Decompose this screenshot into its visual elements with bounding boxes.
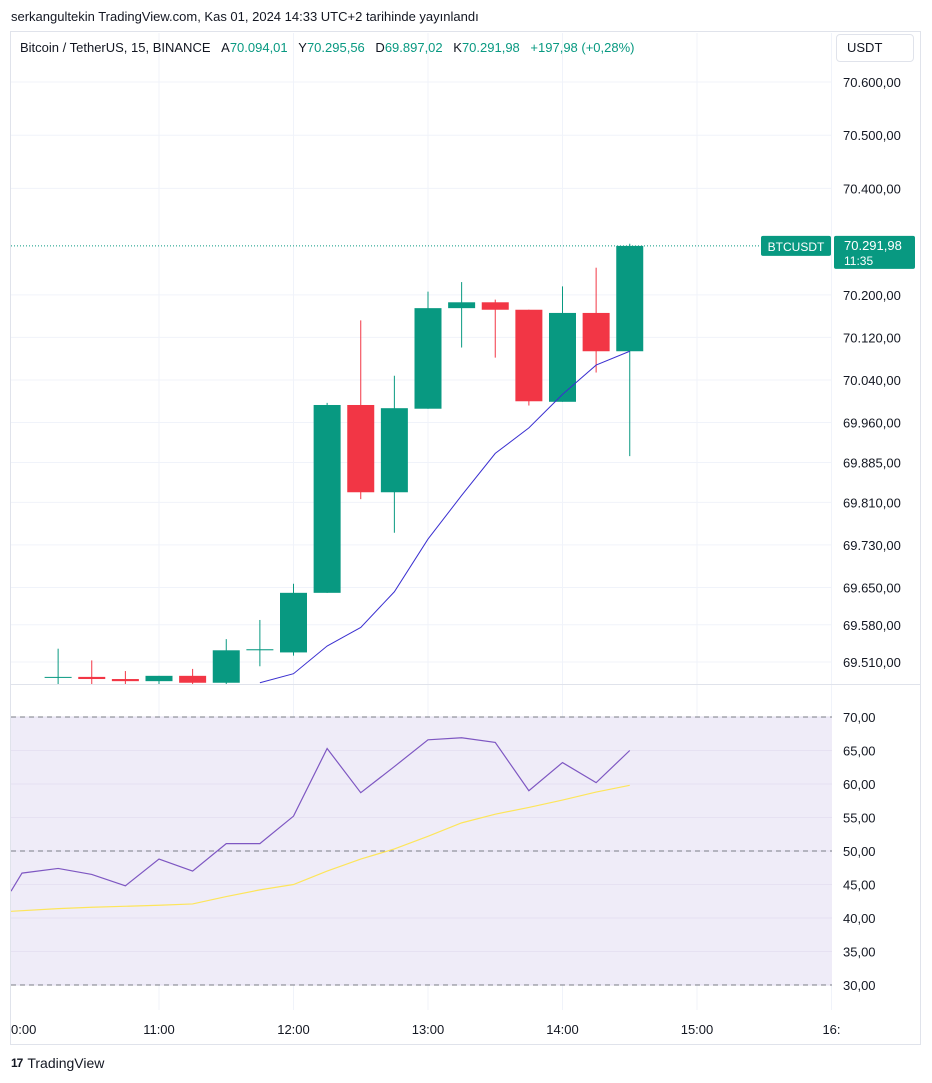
- price-tag-value: 70.291,98: [844, 238, 902, 253]
- price-tag-countdown: 11:35: [844, 254, 873, 268]
- candle-body-2: [111, 679, 139, 682]
- candle-17: [616, 243, 644, 457]
- rsi-line: [11, 737, 631, 892]
- price-pane: [44, 243, 644, 684]
- legend-symbol: Bitcoin / TetherUS, 15, BINANCE: [20, 40, 211, 55]
- candle-15: [549, 286, 576, 402]
- rsi-tick-1: 65,00: [843, 744, 876, 759]
- legend-open-label: A: [221, 40, 230, 55]
- candle-body-4: [179, 675, 207, 683]
- price-tick-6: 69.960,00: [843, 416, 901, 431]
- candle-10: [380, 375, 408, 533]
- candle-3: [145, 675, 173, 684]
- legend-high-label: Y: [298, 40, 307, 55]
- legend-low-label: D: [375, 40, 385, 55]
- candle-8: [313, 402, 341, 593]
- candle-7: [280, 583, 307, 656]
- rsi-tick-3: 55,00: [843, 811, 876, 826]
- rsi-tick-4: 50,00: [843, 844, 876, 859]
- price-tick-0: 70.600,00: [843, 75, 901, 90]
- candle-body-1: [78, 676, 106, 680]
- time-tick-0: 0:00: [11, 1022, 36, 1037]
- candle-0: [44, 648, 72, 684]
- time-tick-6: 16:: [822, 1022, 840, 1037]
- rsi-tick-2: 60,00: [843, 777, 876, 792]
- tradingview-brand[interactable]: 17 TradingView: [11, 1055, 104, 1071]
- candle-5: [212, 639, 240, 684]
- legend-low-value: 69.897,02: [384, 40, 443, 55]
- rsi-tick-8: 30,00: [843, 978, 876, 993]
- candle-9: [347, 320, 375, 500]
- candle-13: [481, 299, 509, 358]
- symbol-tag-bg: [761, 235, 831, 256]
- price-tick-1: 70.500,00: [843, 128, 901, 143]
- symbol-tag-text: BTCUSDT: [768, 240, 825, 254]
- legend-high-value: 70.295,56: [306, 40, 365, 55]
- rsi-tick-5: 45,00: [843, 878, 876, 893]
- price-tick-4: 70.120,00: [843, 330, 901, 345]
- candle-body-9: [347, 404, 375, 493]
- candle-body-15: [549, 312, 576, 402]
- candle-body-12: [448, 302, 476, 309]
- price-tick-7: 69.885,00: [843, 455, 901, 470]
- rsi_ma-line: [11, 784, 630, 912]
- candle-2: [111, 671, 139, 684]
- price-tick-2: 70.400,00: [843, 181, 901, 196]
- candle-body-14: [515, 309, 543, 402]
- chart-frame: [10, 31, 921, 1045]
- candle-body-10: [380, 408, 408, 493]
- time-tick-1: 11:00: [143, 1022, 175, 1037]
- candle-12: [448, 282, 476, 348]
- candle-body-6: [246, 649, 274, 651]
- rsi-tick-6: 40,00: [843, 911, 876, 926]
- price-tick-10: 69.650,00: [843, 581, 901, 596]
- candle-1: [78, 660, 106, 684]
- candle-body-3: [145, 675, 173, 682]
- time-tick-2: 12:00: [277, 1022, 310, 1037]
- chart-legend: Bitcoin / TetherUS, 15, BINANCE A70.094,…: [20, 40, 635, 55]
- candle-body-0: [44, 676, 72, 678]
- rsi-tick-7: 35,00: [843, 945, 876, 960]
- candle-body-11: [414, 308, 442, 409]
- axes: 70.600,00 70.500,00 70.400,00 70.200,00 70.1…: [11, 75, 920, 1037]
- legend-open-value: 70.094,01: [229, 40, 288, 55]
- price-tick-11: 69.580,00: [843, 618, 901, 633]
- candle-body-8: [313, 404, 341, 593]
- price-tick-5: 70.040,00: [843, 373, 901, 388]
- rsi-pane: [11, 716, 832, 986]
- time-tick-5: 15:00: [681, 1022, 714, 1037]
- candle-4: [179, 668, 207, 684]
- candle-body-5: [212, 650, 240, 683]
- price-tick-3: 70.200,00: [843, 288, 901, 303]
- legend-close-value: 70.291,98: [461, 40, 520, 55]
- candle-body-17: [616, 245, 644, 352]
- time-tick-3: 13:00: [412, 1022, 445, 1037]
- legend-close-label: K: [453, 40, 462, 55]
- published-caption: serkangultekin TradingView.com, Kas 01, …: [11, 9, 479, 24]
- rsi-tick-0: 70,00: [843, 710, 876, 725]
- price-tick-8: 69.810,00: [843, 495, 901, 510]
- time-tick-4: 14:00: [546, 1022, 579, 1037]
- candle-16: [582, 267, 610, 373]
- candle-11: [414, 291, 442, 409]
- brand-name: TradingView: [27, 1055, 105, 1071]
- price-tick-9: 69.730,00: [843, 538, 901, 553]
- price-tag-bg: [834, 235, 915, 269]
- candle-body-16: [582, 312, 610, 352]
- candle-6: [246, 619, 274, 667]
- candle-14: [515, 309, 543, 406]
- candle-body-7: [280, 592, 307, 653]
- price-ma-line: [259, 350, 630, 684]
- tradingview-logo-icon: 17: [11, 1056, 23, 1070]
- candle-body-13: [481, 302, 509, 310]
- legend-change: +197,98 (+0,28%): [530, 40, 635, 55]
- price-tick-12: 69.510,00: [843, 655, 901, 670]
- currency-button[interactable]: USDT: [836, 34, 914, 62]
